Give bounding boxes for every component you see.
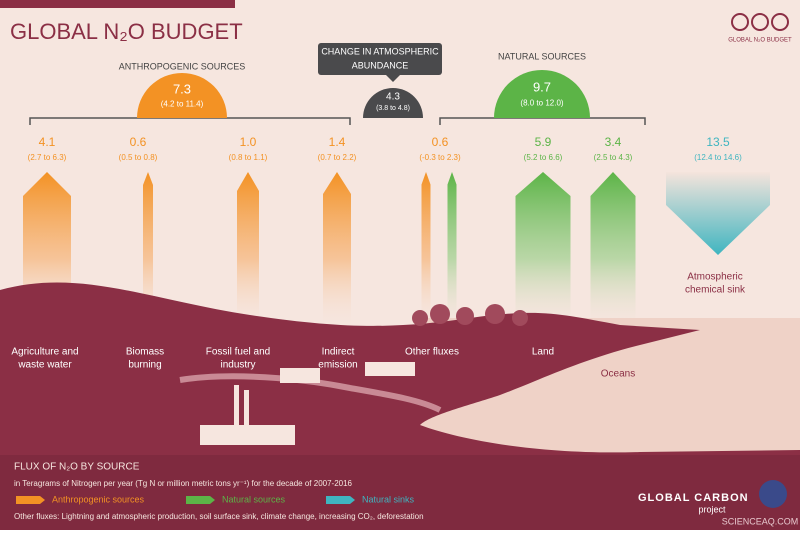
group-range: (4.2 to 11.4)	[161, 100, 204, 109]
group-range: (8.0 to 12.0)	[520, 99, 563, 108]
group-label: NATURAL SOURCES	[498, 51, 586, 61]
flux-label: burning	[128, 360, 161, 371]
logo-sub: project	[698, 504, 726, 514]
flux-label: industry	[220, 360, 255, 371]
legend-note: Other fluxes: Lightning and atmospheric …	[14, 512, 424, 521]
sink-arrow	[666, 172, 770, 255]
legend-swatch	[186, 496, 215, 504]
flux-range: (12.4 to 14.6)	[694, 153, 742, 162]
flux-range: (5.2 to 6.6)	[524, 153, 563, 162]
flux-value: 5.9	[535, 135, 552, 149]
top-bar	[0, 0, 235, 8]
flux-value: 3.4	[605, 135, 622, 149]
legend-label: Natural sinks	[362, 494, 415, 504]
group-dome	[363, 88, 423, 118]
flux-range: (0.5 to 0.8)	[119, 153, 158, 162]
factory	[200, 362, 415, 445]
flux-label: waste water	[17, 360, 72, 371]
flux-value: 4.1	[39, 135, 56, 149]
label-box	[318, 43, 442, 75]
flux-range: (-0.3 to 2.3)	[419, 153, 461, 162]
legend-swatch	[16, 496, 45, 504]
legend-label: Natural sources	[222, 494, 286, 504]
group-value: 7.3	[173, 82, 191, 97]
legend: Anthropogenic sources Natural sources Natu…	[16, 494, 415, 504]
fluxes: 4.1 (2.7 to 6.3) Agriculture and waste wate…	[11, 135, 746, 379]
flux-arrow	[323, 172, 351, 330]
flux-label: Land	[532, 347, 554, 358]
logo-icon	[759, 480, 787, 508]
flux-arrow	[447, 172, 457, 330]
flux-label: Other fluxes	[405, 347, 459, 358]
flux-label: Biomass	[126, 347, 164, 358]
group-dome	[137, 73, 227, 118]
group-label: CHANGE IN ATMOSPHERIC	[321, 46, 439, 56]
flux-value: 1.4	[329, 135, 346, 149]
flux-value: 0.6	[130, 135, 147, 149]
river	[179, 373, 442, 413]
legend-swatch	[326, 496, 355, 504]
legend-title: FLUX OF N₂O BY SOURCE	[14, 462, 140, 473]
badge: GLOBAL N₂O BUDGET	[728, 38, 792, 44]
group-dome	[494, 70, 590, 118]
legend-panel	[0, 455, 800, 530]
legend-subtitle: in Teragrams of Nitrogen per year (Tg N …	[14, 479, 353, 488]
flux-arrow	[515, 172, 571, 330]
title: GLOBAL N₂O BUDGET	[10, 19, 243, 44]
flux-arrow	[143, 172, 153, 330]
flux-label: Fossil fuel and	[206, 347, 270, 358]
group-value: 4.3	[386, 92, 400, 103]
groups: ANTHROPOGENIC SOURCES 7.3 (4.2 to 11.4) CHA…	[29, 43, 646, 125]
group-range: (3.8 to 4.8)	[376, 105, 410, 112]
flux-arrow	[237, 172, 259, 330]
flux-value: 13.5	[706, 135, 730, 149]
flux-range: (2.7 to 6.3)	[28, 153, 67, 162]
logo: GLOBAL CARBON	[638, 492, 749, 504]
flux-value: 1.0	[240, 135, 257, 149]
flux-value: 0.6	[432, 135, 449, 149]
group-label: ABUNDANCE	[352, 60, 409, 70]
flux-label: Atmospheric	[687, 272, 743, 283]
flux-range: (0.8 to 1.1)	[229, 153, 268, 162]
flux-range: (2.5 to 4.3)	[594, 153, 633, 162]
flux-label: Agriculture and	[11, 347, 78, 358]
flux-label: Oceans	[601, 369, 635, 380]
flux-label: Indirect	[322, 347, 355, 358]
watermark: SCIENCEAQ.COM	[722, 516, 799, 526]
label-pointer	[386, 75, 400, 82]
flux-label: emission	[318, 360, 357, 371]
legend-label: Anthropogenic sources	[52, 494, 145, 504]
license-icons	[731, 13, 789, 31]
flux-range: (0.7 to 2.2)	[318, 153, 357, 162]
flux-arrow	[590, 172, 636, 330]
trees	[412, 304, 528, 326]
flux-label: chemical sink	[685, 285, 746, 296]
flux-arrow	[421, 172, 431, 330]
group-label: ANTHROPOGENIC SOURCES	[119, 61, 246, 71]
group-value: 9.7	[533, 80, 551, 95]
